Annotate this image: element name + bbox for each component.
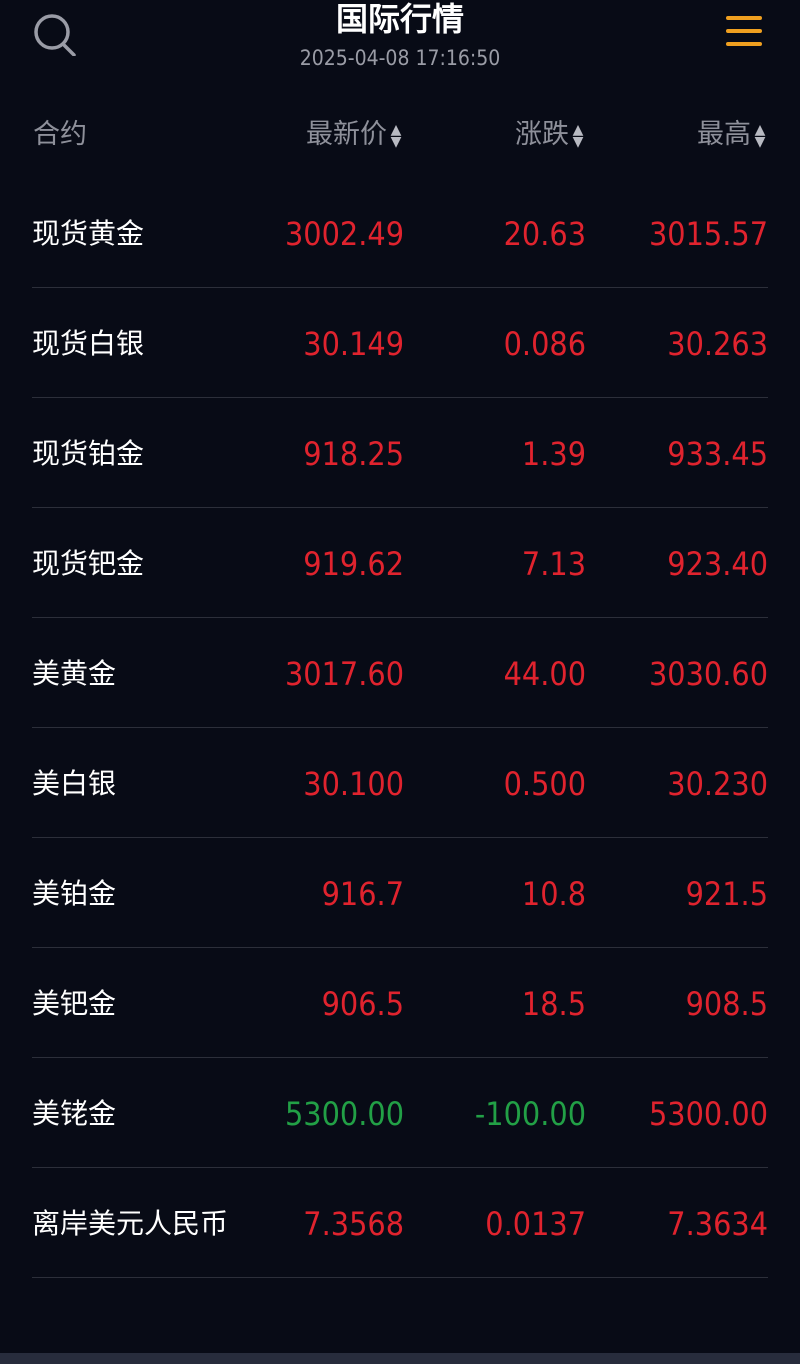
timestamp: 2025-04-08 17:16:50	[299, 46, 501, 70]
page-title: 国际行情	[335, 0, 464, 38]
table-row[interactable]: 现货白银 30.149 0.086 30.263	[32, 288, 768, 398]
contract-name: 现货黄金	[32, 217, 145, 250]
contract-name: 美铑金	[32, 1097, 117, 1130]
change: 0.500	[503, 765, 586, 803]
last-price: 906.5	[321, 985, 404, 1023]
sort-high[interactable]: 最高 ▲ ▼	[697, 112, 766, 151]
last-price: 7.3568	[303, 1205, 404, 1243]
table-row[interactable]: 美钯金 906.5 18.5 908.5	[32, 948, 768, 1058]
header: 国际行情 2025-04-08 17:16:50	[0, 0, 800, 90]
last-price: 3002.49	[284, 215, 404, 253]
high: 5300.00	[648, 1095, 768, 1133]
last-price: 30.149	[303, 325, 404, 363]
table-row[interactable]: 现货黄金 3002.49 20.63 3015.57	[32, 178, 768, 288]
change: 0.0137	[485, 1205, 586, 1243]
high: 3030.60	[648, 655, 768, 693]
high: 7.3634	[667, 1205, 768, 1243]
change: 44.00	[503, 655, 586, 693]
high: 923.40	[667, 545, 768, 583]
contract-name: 现货铂金	[32, 437, 145, 470]
change: 20.63	[503, 215, 586, 253]
table-row[interactable]: 美黄金 3017.60 44.00 3030.60	[32, 618, 768, 728]
table-row[interactable]: 美铂金 916.7 10.8 921.5	[32, 838, 768, 948]
column-headers: 合约 最新价 ▲ ▼ 涨跌 ▲ ▼ 最高 ▲ ▼	[0, 112, 800, 152]
sort-change[interactable]: 涨跌 ▲ ▼	[515, 112, 584, 151]
high: 3015.57	[648, 215, 768, 253]
column-name: 合约	[33, 119, 87, 150]
table-row[interactable]: 现货铂金 918.25 1.39 933.45	[32, 398, 768, 508]
sort-last-price[interactable]: 最新价 ▲ ▼	[306, 112, 402, 151]
table-row[interactable]: 美铑金 5300.00 -100.00 5300.00	[32, 1058, 768, 1168]
change: -100.00	[474, 1095, 586, 1133]
column-high-label: 最高	[697, 119, 751, 150]
contract-name: 现货钯金	[32, 547, 145, 580]
contract-name: 美白银	[32, 767, 117, 800]
table-row[interactable]: 离岸美元人民币 7.3568 0.0137 7.3634	[32, 1168, 768, 1278]
change: 7.13	[521, 545, 586, 583]
change: 0.086	[503, 325, 586, 363]
sort-icon: ▲ ▼	[754, 121, 766, 150]
contract-name: 现货白银	[32, 327, 145, 360]
column-change-label: 涨跌	[515, 119, 569, 150]
last-price: 30.100	[303, 765, 404, 803]
sort-icon: ▲ ▼	[572, 121, 584, 150]
high: 908.5	[685, 985, 768, 1023]
high: 30.230	[667, 765, 768, 803]
contract-name: 离岸美元人民币	[32, 1207, 229, 1240]
change: 1.39	[521, 435, 586, 473]
contract-name: 美钯金	[32, 987, 117, 1020]
search-icon[interactable]	[32, 12, 76, 56]
change: 10.8	[521, 875, 586, 913]
high: 30.263	[667, 325, 768, 363]
last-price: 918.25	[303, 435, 404, 473]
sort-icon: ▲ ▼	[390, 121, 402, 150]
last-price: 5300.00	[284, 1095, 404, 1133]
change: 18.5	[521, 985, 586, 1023]
quote-list: 现货黄金 3002.49 20.63 3015.57 现货白银 30.149 0.…	[32, 178, 768, 1278]
bottom-bar	[0, 1353, 800, 1364]
high: 933.45	[667, 435, 768, 473]
last-price: 3017.60	[284, 655, 404, 693]
menu-icon[interactable]	[724, 16, 764, 50]
table-row[interactable]: 美白银 30.100 0.500 30.230	[32, 728, 768, 838]
contract-name: 美铂金	[32, 877, 117, 910]
high: 921.5	[685, 875, 768, 913]
last-price: 916.7	[321, 875, 404, 913]
contract-name: 美黄金	[32, 657, 117, 690]
last-price: 919.62	[303, 545, 404, 583]
column-last-label: 最新价	[306, 119, 387, 150]
table-row[interactable]: 现货钯金 919.62 7.13 923.40	[32, 508, 768, 618]
